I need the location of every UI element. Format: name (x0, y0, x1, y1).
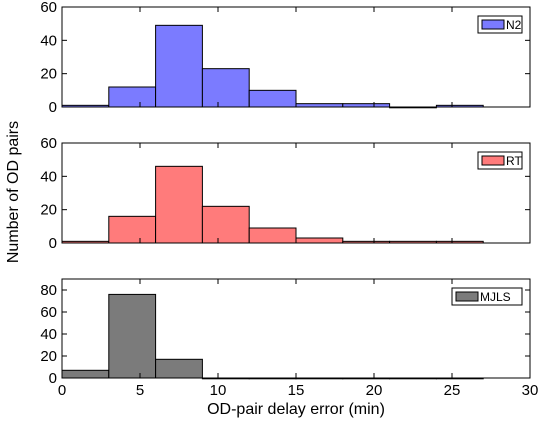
histogram-bar (248, 227, 297, 244)
histogram-bar (108, 215, 157, 244)
y-tick-label: 20 (40, 348, 57, 365)
y-tick-label: 0 (49, 235, 57, 252)
histogram-bar (435, 104, 484, 108)
x-tick-label: 25 (444, 382, 461, 399)
histogram-bar (155, 24, 203, 108)
histogram-bar (435, 377, 484, 380)
x-tick-label: 15 (288, 382, 305, 399)
histogram-bar (155, 165, 203, 244)
histogram-bar (108, 293, 157, 379)
histogram-bar (201, 377, 250, 380)
histogram-bar (342, 240, 391, 244)
y-tick-label: 40 (40, 32, 57, 49)
legend-swatch (481, 19, 505, 30)
y-tick-label: 0 (49, 370, 57, 387)
legend-label: RT (506, 154, 522, 168)
legend-swatch (455, 291, 479, 302)
y-tick-label: 80 (40, 282, 57, 299)
legend: N2 (477, 15, 523, 34)
x-tick-label: 5 (136, 382, 144, 399)
histogram-bar (248, 377, 297, 380)
histogram-bar (389, 240, 437, 244)
y-tick-label: 40 (40, 326, 57, 343)
histogram-bar (342, 103, 391, 108)
x-axis-label: OD-pair delay error (min) (207, 401, 385, 418)
histogram-bar (61, 104, 110, 108)
y-tick-label: 20 (40, 66, 57, 83)
x-tick-label: 20 (366, 382, 383, 399)
histogram-bar (155, 358, 203, 379)
legend: MJLS (451, 287, 523, 306)
histogram-panel-n2: 0 20 40 60 N2 (40, 0, 531, 116)
legend-label: N2 (506, 18, 522, 32)
histogram-panel-rt: 0 20 40 60 RT (40, 135, 531, 252)
y-tick-label: 20 (40, 202, 57, 219)
histogram-bar (108, 86, 157, 108)
histogram-bar (61, 369, 110, 379)
legend-label: MJLS (480, 290, 511, 304)
x-tick-label: 10 (210, 382, 227, 399)
y-tick-label: 60 (40, 135, 57, 152)
y-tick-label: 0 (49, 99, 57, 116)
histogram-bar (61, 240, 110, 244)
y-tick-label: 60 (40, 304, 57, 321)
histogram-bar (389, 377, 437, 380)
histogram-bar (435, 240, 484, 244)
histogram-bar (248, 89, 297, 108)
histogram-bar (389, 106, 437, 109)
histogram-bar (201, 68, 250, 108)
y-tick-label: 40 (40, 168, 57, 185)
histogram-bar (342, 377, 391, 380)
x-tick-label: 0 (58, 382, 66, 399)
y-tick-label: 60 (40, 0, 57, 16)
histogram-bar (295, 103, 344, 108)
histogram-bar (201, 205, 250, 244)
y-axis-label: Number of OD pairs (5, 121, 22, 263)
histogram-bar (295, 237, 344, 244)
legend-swatch (481, 155, 505, 166)
x-tick-label: 30 (522, 382, 539, 399)
legend: RT (477, 151, 523, 170)
histogram-bar (295, 377, 344, 380)
